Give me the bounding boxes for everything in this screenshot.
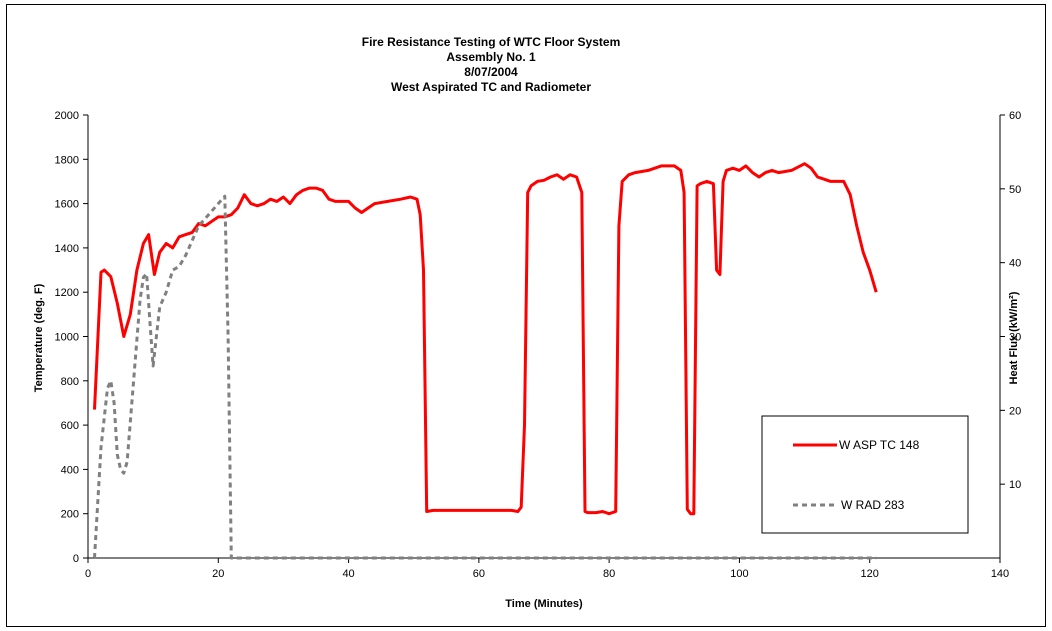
title-line-1: Fire Resistance Testing of WTC Floor Sys…	[362, 35, 621, 49]
y-left-tick-label: 200	[61, 509, 79, 521]
y-left-tick-label: 1200	[55, 287, 79, 299]
chart-title: Fire Resistance Testing of WTC Floor Sys…	[362, 35, 621, 94]
y-left-tick-label: 400	[61, 464, 79, 476]
x-tick-label: 20	[212, 568, 224, 580]
x-tick-label: 40	[342, 568, 354, 580]
x-axis-label: Time (Minutes)	[505, 598, 583, 610]
y-right-tick-label: 20	[1009, 405, 1021, 417]
x-tick-label: 100	[730, 568, 748, 580]
series-line-1	[93, 194, 877, 560]
x-tick-label: 60	[473, 568, 485, 580]
y-left-tick-label: 800	[61, 376, 79, 388]
x-tick-label: 0	[85, 568, 91, 580]
legend: W ASP TC 148 W RAD 283	[761, 415, 969, 534]
series-line-0	[93, 162, 878, 516]
chart-frame: Fire Resistance Testing of WTC Floor Sys…	[6, 4, 1046, 627]
y-right-tick-label: 50	[1009, 184, 1021, 196]
y-axis-label-right: Heat Flux (kW/m²)	[1008, 291, 1020, 384]
title-line-2: Assembly No. 1	[446, 50, 536, 64]
title-line-4: West Aspirated TC and Radiometer	[391, 80, 591, 94]
title-line-3: 8/07/2004	[464, 65, 518, 79]
y-left-tick-label: 1600	[55, 199, 79, 211]
y-right-tick-label: 10	[1009, 479, 1021, 491]
x-tick-label: 120	[861, 568, 879, 580]
chart-svg: Fire Resistance Testing of WTC Floor Sys…	[33, 35, 1022, 610]
y-left-tick-label: 600	[61, 420, 79, 432]
x-tick-label: 140	[991, 568, 1009, 580]
series	[93, 162, 878, 560]
y-axis-label-left: Temperature (deg. F)	[33, 283, 45, 392]
y-left-tick-label: 1000	[55, 332, 79, 344]
ticks: 0 20 40 60 80 100 120 1400200400600800100012001…	[55, 110, 1022, 580]
y-right-tick-label: 60	[1009, 110, 1021, 122]
y-left-tick-label: 1800	[55, 154, 79, 166]
y-left-tick-label: 1400	[55, 243, 79, 255]
y-right-tick-label: 30	[1009, 332, 1021, 344]
y-right-tick-label: 40	[1009, 258, 1021, 270]
y-left-tick-label: 2000	[55, 110, 79, 122]
legend-label-w-asp-tc: W ASP TC 148	[839, 438, 920, 452]
y-left-tick-label: 0	[73, 553, 79, 565]
legend-box	[761, 415, 969, 534]
x-tick-label: 80	[603, 568, 615, 580]
legend-label-w-rad: W RAD 283	[841, 498, 905, 512]
